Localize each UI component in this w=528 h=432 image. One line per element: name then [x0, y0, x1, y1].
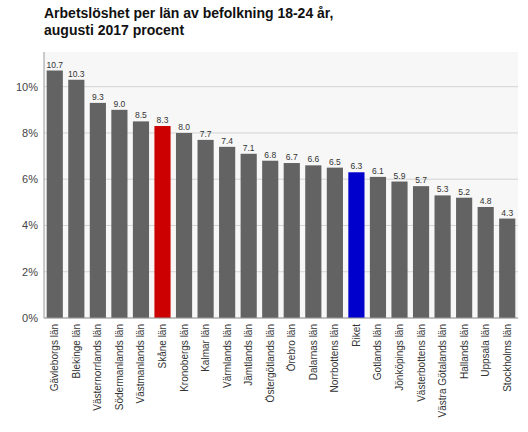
data-label: 6.3	[350, 161, 362, 171]
x-tick-label: Östergötlands län	[265, 324, 276, 402]
x-tick-label: Västernorrlands län	[92, 324, 103, 411]
bar	[90, 103, 106, 318]
bar	[435, 195, 451, 318]
grid-line	[44, 86, 518, 87]
data-label: 6.1	[372, 166, 384, 176]
bar	[198, 140, 214, 318]
bar	[68, 80, 84, 318]
data-label: 7.1	[243, 143, 255, 153]
title: Arbetslöshet per län av befolkning 18-24…	[44, 5, 333, 38]
bar	[219, 147, 235, 318]
data-label: 8.3	[157, 115, 169, 125]
y-tick-label: 0%	[22, 312, 38, 324]
bar	[327, 168, 343, 318]
y-tick-label: 10%	[16, 81, 38, 93]
x-tick-label: Gävleborgs län	[49, 324, 60, 391]
x-tick-label: Örebro län	[286, 324, 297, 371]
x-tick-label: Skåne län	[157, 324, 168, 368]
y-tick-label: 6%	[22, 173, 38, 185]
data-label: 6.6	[307, 154, 319, 164]
bar	[176, 133, 192, 318]
bar	[370, 177, 386, 318]
x-tick-label: Värmlands län	[222, 324, 233, 388]
x-tick-label: Gotlands län	[372, 324, 383, 380]
data-label: 6.8	[264, 150, 276, 160]
y-tick-label: 4%	[22, 219, 38, 231]
y-tick-label: 2%	[22, 266, 38, 278]
bars	[47, 71, 516, 318]
data-label: 5.2	[458, 187, 470, 197]
bar	[111, 110, 127, 318]
data-label: 5.7	[415, 175, 427, 185]
bar	[154, 126, 170, 318]
y-axis-line	[44, 52, 45, 318]
bar	[133, 121, 149, 318]
data-label: 7.7	[200, 129, 212, 139]
bar	[47, 71, 63, 318]
grid-line	[44, 318, 518, 319]
x-tick-label: Riket	[351, 324, 362, 347]
x-tick-label: Hallands län	[459, 324, 470, 379]
bar	[413, 186, 429, 318]
data-label: 5.9	[394, 171, 406, 181]
data-label: 10.3	[68, 69, 85, 79]
x-tick-label: Stockholms län	[502, 324, 513, 392]
x-tick-label: Södermanlands län	[114, 324, 125, 410]
x-tick-label: Norrbottens län	[329, 324, 340, 392]
data-label: 9.0	[113, 99, 125, 109]
y-grid	[44, 87, 518, 318]
x-tick-label: Västerbottens län	[416, 324, 427, 402]
data-label: 4.3	[501, 208, 513, 218]
x-tick-label: Västmanlands län	[135, 324, 146, 404]
x-tick-label: Uppsala län	[480, 324, 491, 377]
x-tick-label: Västra Götalands län	[437, 324, 448, 417]
data-label: 6.5	[329, 157, 341, 167]
bar	[478, 207, 494, 318]
chart-container: Arbetslöshet per län av befolkning 18-24…	[0, 0, 528, 432]
x-axis-line	[44, 318, 518, 319]
data-label: 8.5	[135, 110, 147, 120]
x-tick-label: Blekinge län	[71, 324, 82, 378]
data-label: 7.4	[221, 136, 233, 146]
x-tick-label: Kronobergs län	[179, 324, 190, 392]
y-tick-label: 8%	[22, 127, 38, 139]
chart-svg: Arbetslöshet per län av befolkning 18-24…	[0, 0, 528, 432]
bar	[348, 172, 364, 318]
data-label: 6.7	[286, 152, 298, 162]
data-label: 8.0	[178, 122, 190, 132]
data-label: 4.8	[480, 196, 492, 206]
bar	[305, 165, 321, 318]
x-tick-label: Jönköpings län	[394, 324, 405, 391]
bar	[284, 163, 300, 318]
data-label: 10.7	[46, 60, 63, 70]
data-label: 9.3	[92, 92, 104, 102]
x-tick-label: Jämtlands län	[243, 324, 254, 386]
bar	[456, 198, 472, 318]
bar	[391, 182, 407, 318]
x-tick-label: Dalarnas län	[308, 324, 319, 380]
x-tick-label: Kalmar län	[200, 324, 211, 372]
bar	[241, 154, 257, 318]
bar	[499, 219, 515, 318]
bar	[262, 161, 278, 318]
plot-background	[44, 52, 518, 318]
data-label: 5.3	[437, 184, 449, 194]
